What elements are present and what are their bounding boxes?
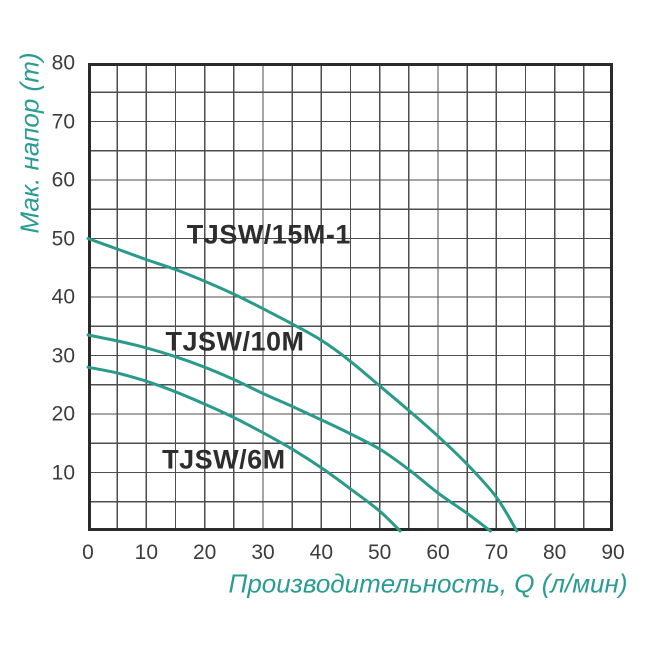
x-tick-label: 70 (484, 541, 509, 564)
curve-tjsw-15m-1 (86, 237, 519, 533)
y-tick-label: 40 (51, 285, 75, 309)
x-tick-label: 20 (192, 541, 217, 564)
y-tick-label: 50 (51, 227, 75, 250)
y-tick-label: 80 (51, 51, 75, 75)
x-tick-label: 0 (82, 541, 94, 564)
plot-area: TJSW/15M-1 TJSW/10M TJSW/6M (86, 63, 613, 533)
y-tick-label: 60 (51, 168, 75, 192)
x-tick-label: 30 (251, 541, 275, 564)
x-tick-label: 50 (367, 541, 392, 564)
y-tick-label: 30 (51, 344, 75, 367)
y-tick-label: 70 (51, 110, 75, 133)
curve-label-tjsw-6m: TJSW/6M (162, 444, 286, 475)
chart-canvas (86, 63, 613, 533)
curve-tjsw-10m (86, 333, 492, 533)
x-axis-title: Производительность, Q (л/мин) (228, 568, 628, 599)
x-tick-label: 10 (134, 541, 159, 564)
x-tick-label: 90 (601, 541, 625, 564)
plot-border (88, 63, 613, 531)
curve-label-tjsw-10m: TJSW/10M (165, 326, 305, 357)
curve-label-tjsw-15m-1: TJSW/15M-1 (186, 219, 351, 250)
x-tick-label: 60 (426, 541, 450, 564)
x-tick-label: 80 (542, 541, 567, 564)
y-axis-title: Мак. напор (m) (14, 52, 45, 234)
y-tick-label: 10 (51, 461, 75, 484)
curve-tjsw-6m (86, 365, 402, 533)
x-tick-label: 40 (309, 541, 334, 564)
y-tick-label: 20 (51, 402, 75, 426)
